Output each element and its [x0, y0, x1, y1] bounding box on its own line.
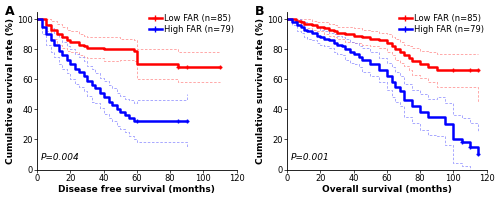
- Text: P=0.001: P=0.001: [290, 153, 330, 162]
- Text: B: B: [256, 5, 265, 18]
- Text: A: A: [6, 5, 15, 18]
- X-axis label: Overall survival (months): Overall survival (months): [322, 185, 452, 194]
- Y-axis label: Cumulative survival rate (%): Cumulative survival rate (%): [6, 18, 15, 164]
- Text: P=0.004: P=0.004: [40, 153, 80, 162]
- Y-axis label: Cumulative survival rate (%): Cumulative survival rate (%): [256, 18, 264, 164]
- Legend: Low FAR (n=85), High FAR (n=79): Low FAR (n=85), High FAR (n=79): [398, 13, 485, 35]
- Legend: Low FAR (n=85), High FAR (n=79): Low FAR (n=85), High FAR (n=79): [148, 13, 235, 35]
- X-axis label: Disease free survival (months): Disease free survival (months): [58, 185, 216, 194]
